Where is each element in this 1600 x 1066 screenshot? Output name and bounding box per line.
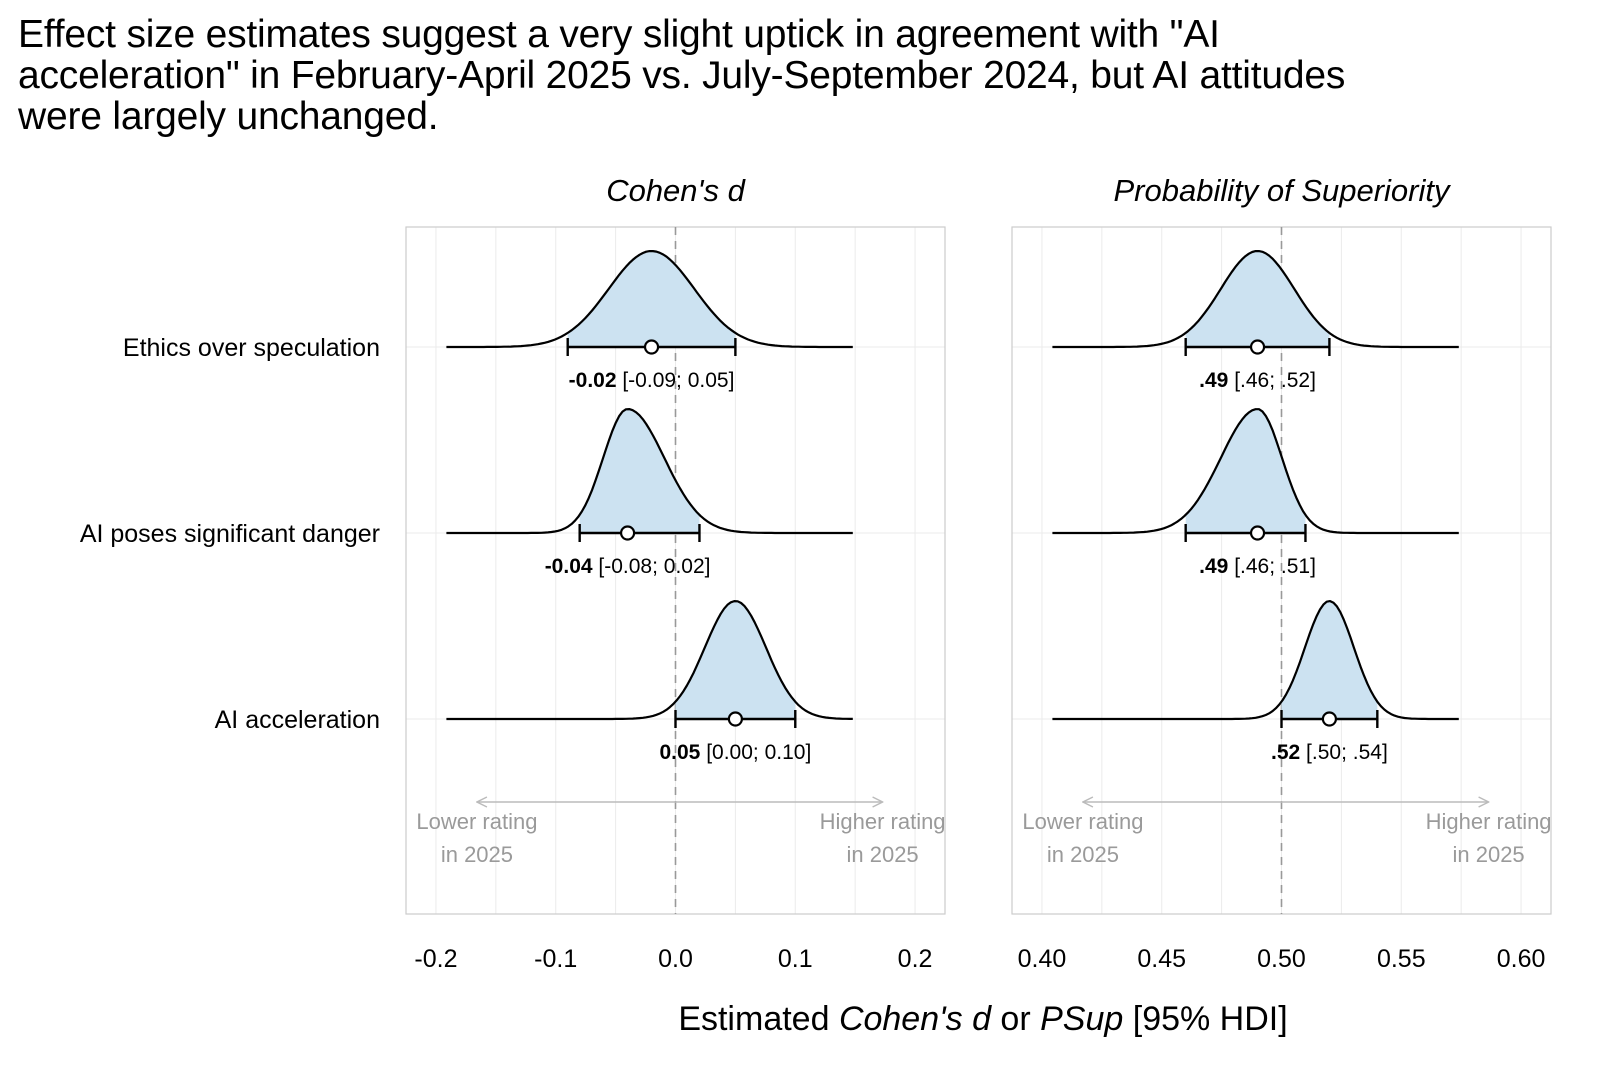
point-estimate — [727, 711, 743, 727]
x-tick-label: -0.1 — [534, 945, 577, 973]
value-label-interval: [0.00; 0.10] — [700, 741, 811, 764]
panels-layer: Ethics over speculation AI poses signific… — [80, 173, 1552, 973]
chart-title-line: Effect size estimates suggest a very sli… — [18, 13, 1220, 56]
point-estimate — [1249, 339, 1266, 355]
chart-title-line: acceleration" in February-April 2025 vs.… — [18, 54, 1346, 97]
chart-panel: Cohen's d -0.02 [-0.09; 0.05] -0.04 [-0.08… — [405, 173, 946, 973]
point-estimate — [1321, 711, 1338, 727]
value-label-estimate: .49 — [1199, 555, 1228, 578]
point-estimate — [619, 525, 636, 541]
x-tick-label: -0.2 — [414, 945, 457, 973]
value-label-interval: [.46; .51] — [1228, 555, 1316, 578]
direction-label-lower: Lower rating — [416, 809, 537, 834]
chart-panel: Probability of Superiority .49 [.46; .52]… — [1011, 173, 1552, 973]
value-label-estimate: -0.02 — [569, 369, 617, 392]
facet-title: Cohen's d — [606, 173, 746, 208]
x-axis-label: Estimated Cohen's d or PSup [95% HDI] — [678, 1000, 1287, 1038]
direction-label-lower: in 2025 — [441, 842, 513, 867]
density-curve — [446, 250, 853, 349]
x-tick-label: 0.1 — [778, 945, 813, 973]
value-label-interval: [.46; .52] — [1228, 369, 1316, 392]
value-label-estimate: -0.04 — [545, 555, 593, 578]
row-label: AI poses significant danger — [80, 520, 380, 548]
density-curve — [446, 408, 853, 535]
direction-label-lower: in 2025 — [1047, 842, 1119, 867]
value-label-estimate: .49 — [1199, 369, 1228, 392]
row-label: Ethics over speculation — [123, 334, 380, 362]
direction-label-higher: Higher rating — [1426, 809, 1552, 834]
x-tick-label: 0.50 — [1257, 945, 1306, 973]
density-curve — [1052, 600, 1459, 721]
value-label: .49 [.46; .52] — [1199, 369, 1316, 392]
facet-title: Probability of Superiority — [1114, 173, 1452, 208]
density-hdi-fill — [1281, 601, 1378, 719]
x-tick-label: 0.2 — [898, 945, 933, 973]
value-label: .52 [.50; .54] — [1271, 741, 1388, 764]
direction-label-higher: in 2025 — [846, 842, 918, 867]
value-label: -0.04 [-0.08; 0.02] — [545, 555, 711, 578]
direction-label-higher: Higher rating — [820, 809, 946, 834]
value-label: 0.05 [0.00; 0.10] — [659, 741, 811, 764]
density-hdi-fill — [1185, 251, 1330, 347]
chart-title-line: were largely unchanged. — [18, 95, 439, 138]
density-hdi-fill — [1185, 409, 1306, 533]
density-curve — [1052, 408, 1459, 535]
density-curve — [1052, 250, 1459, 349]
x-tick-label: 0.45 — [1137, 945, 1186, 973]
value-label: .49 [.46; .51] — [1199, 555, 1316, 578]
point-estimate — [1249, 525, 1266, 541]
value-label-interval: [-0.08; 0.02] — [593, 555, 711, 578]
direction-label-higher: in 2025 — [1452, 842, 1524, 867]
direction-label-lower: Lower rating — [1022, 809, 1143, 834]
density-curve — [446, 600, 853, 721]
value-label-estimate: .52 — [1271, 741, 1300, 764]
density-hdi-fill — [675, 601, 796, 719]
x-tick-label: 0.40 — [1018, 945, 1067, 973]
point-estimate — [643, 339, 660, 355]
x-tick-label: 0.60 — [1497, 945, 1546, 973]
value-label-interval: [.50; .54] — [1300, 741, 1388, 764]
chart-title: Effect size estimates suggest a very sli… — [18, 14, 1498, 137]
value-label-estimate: 0.05 — [659, 741, 700, 764]
x-tick-label: 0.0 — [658, 945, 693, 973]
density-hdi-fill — [567, 251, 736, 347]
value-label: -0.02 [-0.09; 0.05] — [569, 369, 735, 392]
x-tick-label: 0.55 — [1377, 945, 1426, 973]
row-label: AI acceleration — [215, 706, 380, 734]
value-label-interval: [-0.09; 0.05] — [617, 369, 735, 392]
